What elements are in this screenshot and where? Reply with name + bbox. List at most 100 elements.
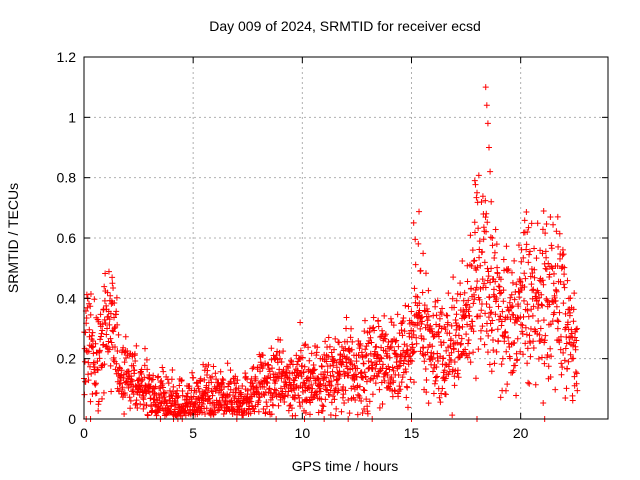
data-point [246,403,253,410]
data-point [531,266,538,273]
data-point [500,256,507,263]
data-point [561,284,568,291]
data-point [523,246,530,253]
data-point [556,339,563,346]
data-point [513,281,520,288]
data-point [444,319,451,326]
data-point [376,368,383,375]
data-point [306,411,313,418]
data-point [132,401,139,408]
data-point [483,102,490,109]
data-point [191,400,198,407]
data-point [100,389,107,396]
data-point [419,350,426,357]
data-point [319,363,326,370]
data-point [165,380,172,387]
data-point [517,348,524,355]
data-point [232,393,239,400]
data-point [276,355,283,362]
data-point [402,302,409,309]
data-point [403,368,410,375]
data-point [554,262,561,269]
data-point [421,358,428,365]
data-point [433,312,440,319]
data-point [189,369,196,376]
data-point [314,344,321,351]
data-point [476,254,483,261]
data-point [273,387,280,394]
data-point [457,291,464,298]
data-point [300,379,307,386]
data-point [434,373,441,380]
data-point [422,270,429,277]
data-point [422,366,429,373]
data-point [288,405,295,412]
data-point [144,366,151,373]
data-point [89,329,96,336]
data-point [574,387,581,394]
data-point [277,336,284,343]
data-point [482,214,489,221]
data-point [266,368,273,375]
data-point [349,361,356,368]
data-point [410,219,417,226]
data-point [408,319,415,326]
data-point [479,248,486,255]
data-point [209,388,216,395]
data-point [436,394,443,401]
data-point [90,343,97,350]
data-point [162,396,169,403]
data-point [270,402,277,409]
data-point [323,358,330,365]
data-point [244,387,251,394]
data-point [431,380,438,387]
data-point [363,396,370,403]
data-point [490,347,497,354]
data-point [524,228,531,235]
data-point [127,405,134,412]
data-point [338,408,345,415]
data-point [269,365,276,372]
data-point [356,394,363,401]
data-point [126,394,133,401]
data-point [317,380,324,387]
data-point [261,392,268,399]
data-point [564,365,571,372]
data-point [546,301,553,308]
data-point [131,367,138,374]
data-point [310,367,317,374]
data-point [486,294,493,301]
data-point [143,356,150,363]
data-point [495,337,502,344]
y-tick-label: 1.2 [57,49,77,65]
data-point [101,297,108,304]
data-point [249,402,256,409]
data-point [111,300,118,307]
data-point [343,314,350,321]
data-point [468,262,475,269]
data-point [90,350,97,357]
data-point [293,352,300,359]
data-point [127,397,134,404]
data-point [305,344,312,351]
data-point [508,291,515,298]
data-point [133,342,140,349]
data-point [465,336,472,343]
data-point [549,318,556,325]
data-point [439,305,446,312]
y-axis-label: SRMTID / TECUs [5,183,21,293]
data-point [558,371,565,378]
data-point [226,391,233,398]
data-point [363,378,370,385]
data-point [397,362,404,369]
data-point [372,344,379,351]
data-point [326,343,333,350]
data-point [217,368,224,375]
data-point [385,363,392,370]
data-point [427,323,434,330]
data-point [322,338,329,345]
data-point [356,383,363,390]
data-point [545,363,552,370]
data-point [565,358,572,365]
data-point [247,394,254,401]
